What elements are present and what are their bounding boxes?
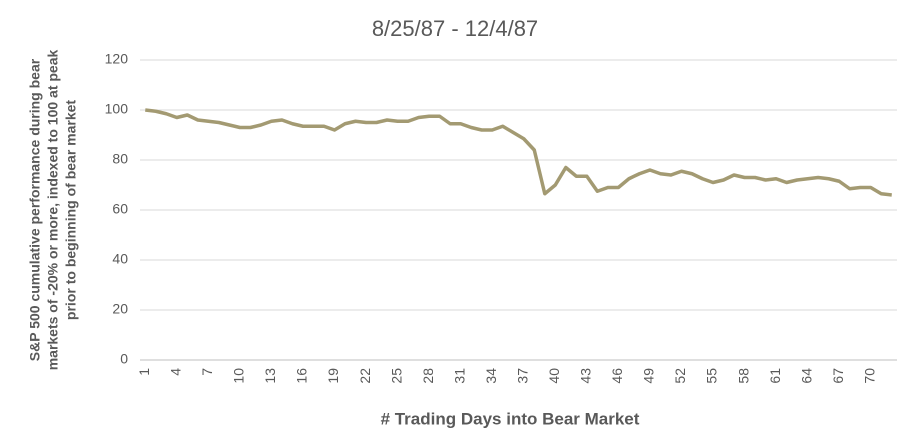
x-tick-label: 31 <box>451 368 467 384</box>
y-tick-label: 80 <box>112 151 128 167</box>
x-tick-label: 13 <box>262 368 278 384</box>
x-tick-label: 43 <box>578 368 594 384</box>
data-line <box>145 108 892 197</box>
x-tick-label: 22 <box>357 368 373 384</box>
y-axis-title-line: prior to beginning of bear market <box>63 100 79 320</box>
x-tick-label: 4 <box>168 368 184 376</box>
x-tick-label: 40 <box>546 368 562 384</box>
x-tick-label: 7 <box>199 368 215 376</box>
x-tick-label: 34 <box>483 368 499 384</box>
y-tick-label: 100 <box>105 101 129 117</box>
x-tick-label: 64 <box>798 368 814 384</box>
y-tick-label: 20 <box>112 301 128 317</box>
x-tick-label: 61 <box>767 368 783 384</box>
x-tick-label: 10 <box>231 368 247 384</box>
x-tick-label: 70 <box>861 368 877 384</box>
x-tick-label: 67 <box>830 368 846 384</box>
x-tick-label: 37 <box>514 368 530 384</box>
y-tick-label: 40 <box>112 251 128 267</box>
x-tick-label: 52 <box>672 368 688 384</box>
x-tick-label: 1 <box>136 368 152 376</box>
y-tick-label: 60 <box>112 201 128 217</box>
x-tick-label: 19 <box>325 368 341 384</box>
y-axis-title-line: S&P 500 cumulative performance during be… <box>27 58 43 361</box>
y-tick-label: 0 <box>120 351 128 367</box>
x-tick-label: 25 <box>388 368 404 384</box>
x-tick-label: 46 <box>609 368 625 384</box>
x-axis-title: # Trading Days into Bear Market <box>381 409 640 428</box>
y-tick-label: 120 <box>105 51 129 67</box>
y-axis-title-line: markets of -20% or more, indexed to 100 … <box>45 50 61 371</box>
x-tick-label: 55 <box>704 368 720 384</box>
x-tick-label: 58 <box>735 368 751 384</box>
x-tick-label: 28 <box>420 368 436 384</box>
x-tick-label: 16 <box>294 368 310 384</box>
y-axis-title: S&P 500 cumulative performance during be… <box>27 50 79 371</box>
chart-title: 8/25/87 - 12/4/87 <box>372 16 538 41</box>
x-tick-label: 49 <box>641 368 657 384</box>
